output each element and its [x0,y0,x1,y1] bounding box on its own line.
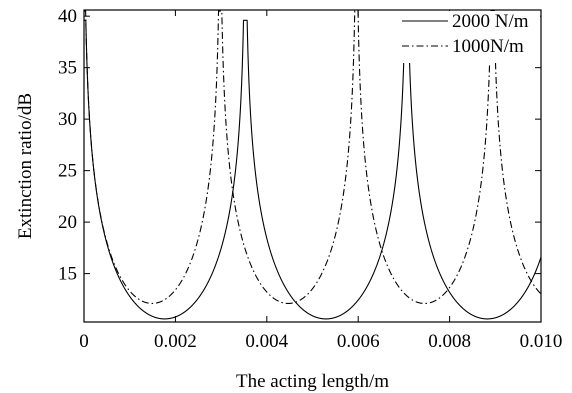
legend-label-2000: 2000 N/m [452,11,529,32]
y-tick-label: 30 [58,109,77,130]
y-axis-title: Extinction ratio/dB [15,93,36,239]
x-tick-label: 0.004 [245,331,288,352]
y-tick-label: 25 [58,161,77,182]
series-line-2000 [84,19,541,320]
y-tick-label: 35 [58,58,77,79]
x-tick-label: 0 [79,331,89,352]
legend-background [396,11,540,63]
x-tick-label: 0.010 [520,331,563,352]
y-tick-label: 20 [58,212,77,233]
x-tick-label: 0.006 [337,331,380,352]
series-line-1000 [84,10,541,305]
legend-label-1000: 1000N/m [452,36,524,57]
x-axis-title: The acting length/m [236,371,389,392]
series-layer [84,10,541,320]
plot-frame [83,9,542,323]
x-tick-label: 0.002 [154,331,197,352]
y-tick-label: 40 [58,6,77,27]
x-tick-label: 0.008 [428,331,471,352]
y-axis: 15 20 25 30 35 40 [58,6,541,285]
legend: 2000 N/m 1000N/m [396,11,540,63]
y-tick-label: 15 [58,264,77,285]
x-axis: 0 0.002 0.004 0.006 0.008 0.010 [79,10,562,352]
